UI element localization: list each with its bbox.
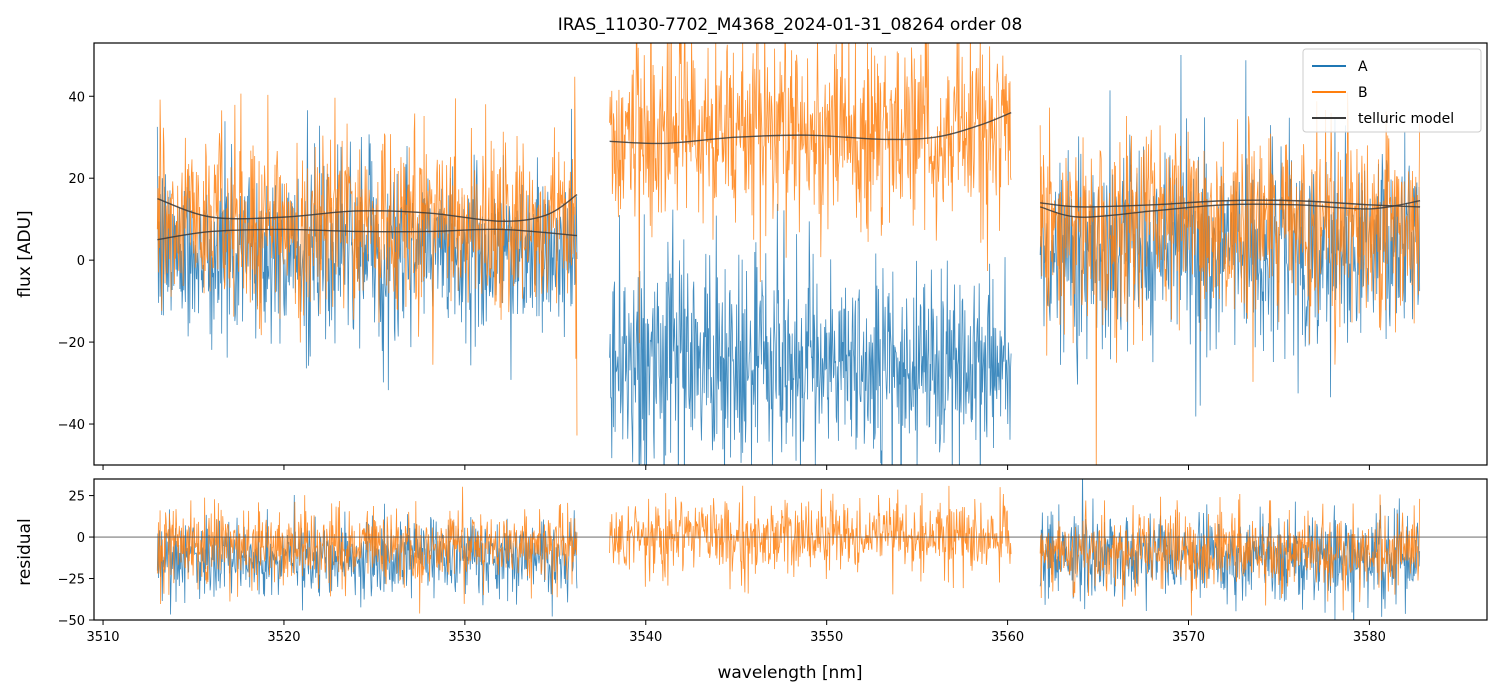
xtick-label: 3570: [1172, 630, 1205, 645]
series-b-segment-2: [609, 43, 1012, 343]
series-b-segment-3: [1039, 92, 1421, 465]
xtick-label: 3540: [629, 630, 662, 645]
xtick-label: 3550: [810, 630, 843, 645]
residual-y-axis-label: residual: [15, 518, 35, 585]
residual-ytick-label: −25: [58, 573, 85, 588]
main-y-axis-label: flux [ADU]: [15, 210, 35, 297]
main-axes-frame: [93, 42, 1488, 466]
xtick-label: 3530: [448, 630, 481, 645]
main-ytick-label: −20: [58, 336, 85, 351]
legend-label-telluric: telluric model: [1358, 111, 1454, 127]
main-plot-area: [156, 43, 1421, 465]
legend: A B telluric model: [1302, 48, 1482, 133]
telluric-model-curve-5: [1039, 200, 1421, 218]
residual-ytick-label: 0: [77, 531, 85, 546]
main-ytick-label: 40: [68, 90, 85, 105]
legend-label-b: B: [1358, 85, 1368, 101]
residual-b-segment-2: [609, 485, 1012, 595]
residual-x-axis: 3510 3520 3530 3540 3550 3560 3570 3580: [86, 620, 1386, 645]
legend-box: [1302, 48, 1482, 133]
main-panel: −40 −20 0 20 40 flux [ADU] A B telluric mode…: [15, 42, 1488, 470]
residual-b-segment-1: [156, 486, 578, 614]
series-a-segment-1: [156, 108, 578, 391]
main-ytick-label: 20: [68, 172, 85, 187]
main-ytick-label: 0: [77, 254, 85, 269]
xtick-label: 3560: [991, 630, 1024, 645]
main-x-axis: [102, 465, 1370, 470]
residual-a-segment-3: [1039, 479, 1421, 620]
legend-label-a: A: [1358, 59, 1368, 75]
xtick-label: 3510: [86, 630, 119, 645]
residual-ytick-label: −50: [58, 614, 85, 629]
x-axis-label: wavelength [nm]: [717, 663, 862, 683]
telluric-model-curve-2: [157, 228, 578, 241]
telluric-model-curve-1: [157, 194, 578, 222]
telluric-model-curve-3: [609, 111, 1012, 145]
main-ytick-label: −40: [58, 418, 85, 433]
xtick-label: 3580: [1353, 630, 1386, 645]
chart-title: IRAS_11030-7702_M4368_2024-01-31_08264 o…: [558, 15, 1023, 35]
residual-axes-frame: [93, 478, 1488, 621]
residual-y-axis: −50 −25 0 25: [58, 490, 94, 629]
residual-ytick-label: 25: [68, 490, 85, 505]
residual-b-segment-3: [1039, 494, 1421, 616]
telluric-model-curve-4: [1040, 199, 1421, 208]
xtick-label: 3520: [267, 630, 300, 645]
main-y-axis: −40 −20 0 20 40: [58, 90, 94, 433]
residual-plot-area: [94, 479, 1487, 620]
series-b-segment-1: [156, 76, 578, 436]
series-a-segment-2: [609, 203, 1012, 465]
